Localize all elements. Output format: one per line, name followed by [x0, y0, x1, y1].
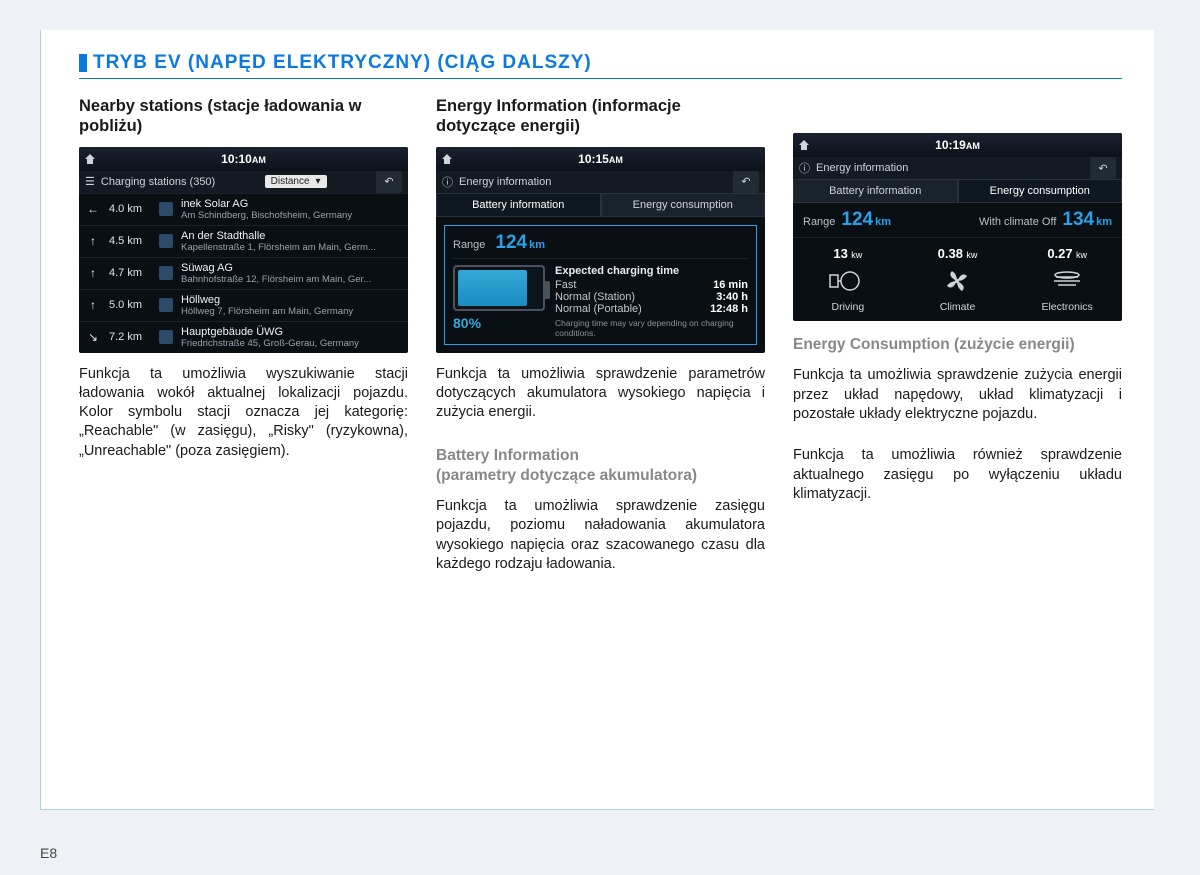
- kw-cell: 13 kw Driving: [794, 246, 903, 313]
- charge-line: Normal (Station)3:40 h: [555, 291, 748, 303]
- sub-consumption: Energy Consumption (zużycie energii): [793, 335, 1122, 354]
- station-name: Hauptgebäude ÜWG: [181, 326, 402, 338]
- station-address: Am Schindberg, Bischofsheim, Germany: [181, 210, 402, 221]
- screenshot-nearby-stations: 10:10AM ☰ Charging stations (350) Distan…: [79, 147, 408, 353]
- clock: 10:10AM: [221, 152, 266, 166]
- back-icon[interactable]: ↶: [376, 171, 402, 193]
- screen-header: Energy information: [459, 176, 551, 188]
- plug-icon: [159, 298, 173, 312]
- charge-title: Expected charging time: [555, 265, 748, 277]
- back-icon[interactable]: ↶: [1090, 157, 1116, 179]
- home-icon[interactable]: [793, 133, 815, 157]
- range2: 134km: [1062, 209, 1112, 231]
- climate-icon: [903, 265, 1012, 297]
- station-row[interactable]: ← 4.0 km inek Solar AG Am Schindberg, Bi…: [79, 193, 408, 225]
- station-address: Höllweg 7, Flörsheim am Main, Germany: [181, 306, 402, 317]
- station-address: Bahnhofstraße 12, Flörsheim am Main, Ger…: [181, 274, 402, 285]
- direction-arrow-icon: ↑: [85, 298, 101, 312]
- clock: 10:15AM: [578, 152, 623, 166]
- station-address: Friedrichstraße 45, Groß-Gerau, Germany: [181, 338, 402, 349]
- screenshot-battery-info: 10:15AM ⓘ Energy information ↶ Battery i…: [436, 147, 765, 353]
- range-label: Range: [803, 216, 835, 228]
- charge-note: Charging time may vary depending on char…: [555, 318, 748, 338]
- station-name: An der Stadthalle: [181, 230, 402, 242]
- page-title: TRYB EV (NAPĘD ELEKTRYCZNY) (CIĄG DALSZY…: [93, 52, 592, 74]
- tab-energy-consumption[interactable]: Energy consumption: [601, 193, 766, 217]
- page-number: E8: [40, 845, 57, 861]
- station-name: Höllweg: [181, 294, 402, 306]
- plug-icon: [159, 234, 173, 248]
- electronics-icon: [1013, 265, 1122, 297]
- range-value: 124km: [495, 232, 545, 254]
- sub-battery: Battery Information(parametry dotyczące …: [436, 446, 765, 485]
- battery-graphic: [453, 265, 545, 311]
- kw-cell: 0.27 kw Electronics: [1013, 246, 1122, 313]
- charge-line: Fast16 min: [555, 279, 748, 291]
- para-cons2: Funkcja ta umożliwia również sprawdzenie…: [793, 446, 1122, 504]
- kw-cell: 0.38 kw Climate: [903, 246, 1012, 313]
- station-distance: 4.5 km: [109, 235, 151, 247]
- station-distance: 4.0 km: [109, 203, 151, 215]
- screen-header: Energy information: [816, 162, 908, 174]
- battery-percent: 80%: [453, 315, 545, 331]
- home-icon[interactable]: [79, 147, 101, 171]
- info-icon: ⓘ: [799, 160, 810, 176]
- plug-icon: [159, 330, 173, 344]
- clock: 10:19AM: [935, 138, 980, 152]
- plug-icon: [159, 266, 173, 280]
- driving-icon: [794, 265, 903, 297]
- para-cons1: Funkcja ta umożliwia sprawdzenie zużycia…: [793, 366, 1122, 424]
- list-icon: ☰: [85, 175, 95, 188]
- station-row[interactable]: ↘ 7.2 km Hauptgebäude ÜWG Friedrichstraß…: [79, 321, 408, 353]
- station-list: ← 4.0 km inek Solar AG Am Schindberg, Bi…: [79, 193, 408, 353]
- para-energy2: Funkcja ta umożliwia sprawdzenie zasięgu…: [436, 497, 765, 574]
- range-label: Range: [453, 239, 485, 251]
- heading-nearby: Nearby stations (stacje ładowania w pobl…: [79, 97, 408, 137]
- list-header: Charging stations (350): [101, 176, 215, 188]
- tab-battery-info[interactable]: Battery information: [436, 193, 601, 217]
- sort-dropdown[interactable]: Distance▾: [265, 175, 327, 188]
- station-row[interactable]: ↑ 4.5 km An der Stadthalle Kapellenstraß…: [79, 225, 408, 257]
- direction-arrow-icon: ↑: [85, 266, 101, 280]
- title-underline: [79, 78, 1122, 79]
- home-icon[interactable]: [436, 147, 458, 171]
- plug-icon: [159, 202, 173, 216]
- back-icon[interactable]: ↶: [733, 171, 759, 193]
- station-row[interactable]: ↑ 4.7 km Süwag AG Bahnhofstraße 12, Flör…: [79, 257, 408, 289]
- title-accent-bar: [79, 54, 87, 72]
- charge-line: Normal (Portable)12:48 h: [555, 303, 748, 315]
- station-distance: 4.7 km: [109, 267, 151, 279]
- station-address: Kapellenstraße 1, Flörsheim am Main, Ger…: [181, 242, 402, 253]
- station-row[interactable]: ↑ 5.0 km Höllweg Höllweg 7, Flörsheim am…: [79, 289, 408, 321]
- para-nearby: Funkcja ta umożliwia wyszukiwanie stacji…: [79, 365, 408, 461]
- kw-row: 13 kw Driving0.38 kw Climate0.27 kw Elec…: [793, 238, 1122, 321]
- station-name: inek Solar AG: [181, 198, 402, 210]
- direction-arrow-icon: ↑: [85, 234, 101, 248]
- tab-battery-info[interactable]: Battery information: [793, 179, 958, 203]
- heading-energy-info: Energy Information (informacje dotyczące…: [436, 97, 765, 137]
- direction-arrow-icon: ↘: [85, 330, 101, 344]
- info-icon: ⓘ: [442, 174, 453, 190]
- charge-lines: Fast16 minNormal (Station)3:40 hNormal (…: [555, 279, 748, 315]
- direction-arrow-icon: ←: [85, 202, 101, 216]
- range1: 124km: [841, 209, 891, 231]
- station-distance: 5.0 km: [109, 299, 151, 311]
- with-climate-label: With climate Off: [979, 216, 1056, 228]
- station-name: Süwag AG: [181, 262, 402, 274]
- tab-energy-consumption[interactable]: Energy consumption: [958, 179, 1123, 203]
- para-energy1: Funkcja ta umożliwia sprawdzenie paramet…: [436, 365, 765, 423]
- station-distance: 7.2 km: [109, 331, 151, 343]
- screenshot-energy-consumption: 10:19AM ⓘ Energy information ↶ Battery i…: [793, 133, 1122, 321]
